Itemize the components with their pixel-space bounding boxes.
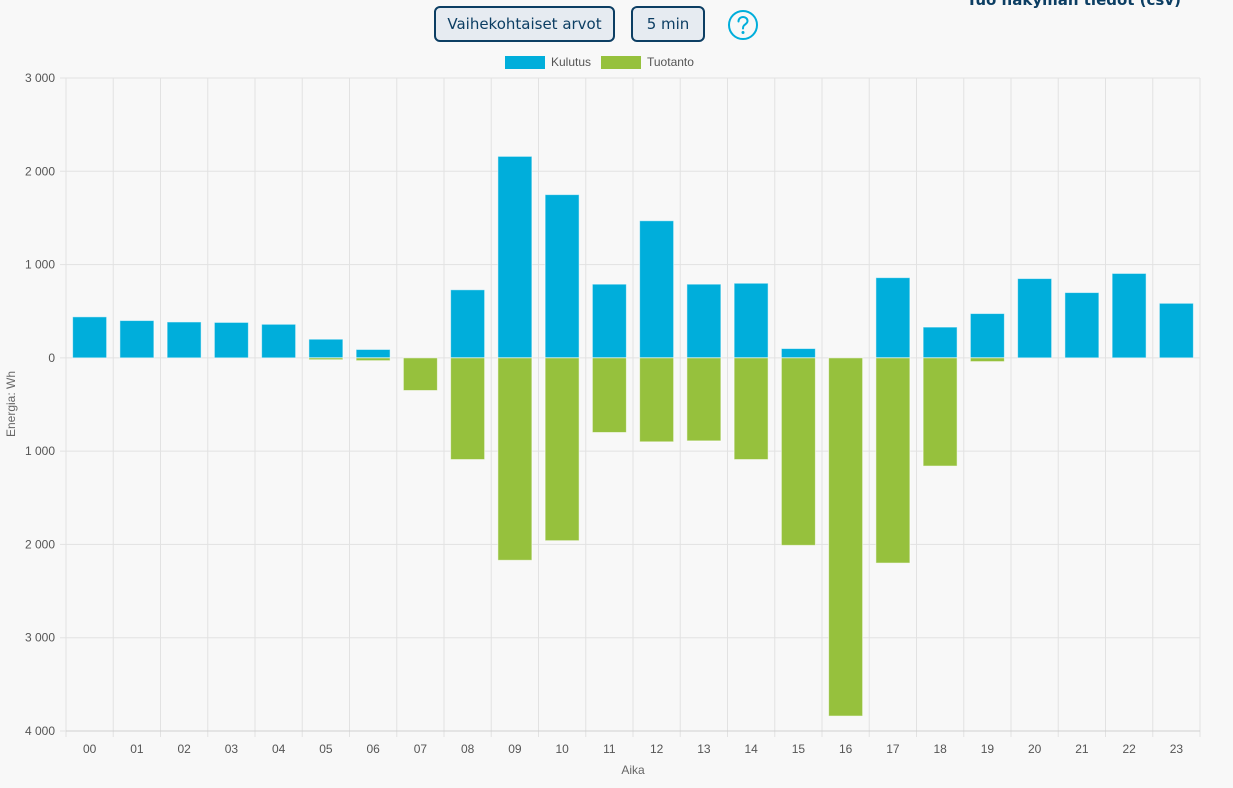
y-tick-label: 3 000 [25,71,55,85]
y-tick-label: 1 000 [25,258,55,272]
bar-tuotanto-07[interactable] [402,357,438,392]
x-tick-label: 13 [697,742,711,756]
x-tick-label: 10 [555,742,569,756]
x-tick-label: 14 [744,742,758,756]
chart-toolbar: Vaihekohtaiset arvot 5 min [0,6,1233,46]
bar-kulutus-03[interactable] [213,321,249,359]
bar-kulutus-12[interactable] [639,220,675,359]
bar-kulutus-09[interactable] [497,155,533,359]
interval-button[interactable]: 5 min [631,6,705,42]
y-tick-label: 2 000 [25,537,55,551]
bar-kulutus-20[interactable] [1017,278,1053,359]
bar-kulutus-05[interactable] [308,338,344,359]
bar-kulutus-21[interactable] [1064,292,1100,359]
bar-tuotanto-08[interactable] [450,357,486,461]
bar-tuotanto-10[interactable] [544,357,580,542]
bar-kulutus-17[interactable] [875,277,911,359]
bar-kulutus-14[interactable] [733,282,769,359]
bar-tuotanto-19[interactable] [969,357,1005,363]
legend-swatch[interactable] [601,56,641,69]
bar-kulutus-10[interactable] [544,194,580,359]
bar-tuotanto-16[interactable] [828,357,864,717]
y-axis-title: Energia: Wh [4,371,18,437]
export-csv-link[interactable]: Tuo näkymän tiedot (csv) [966,0,1181,9]
bar-kulutus-13[interactable] [686,283,722,359]
chart-bars [72,155,1194,717]
x-tick-label: 09 [508,742,522,756]
legend-label[interactable]: Tuotanto [647,55,694,69]
bar-tuotanto-15[interactable] [780,357,816,546]
x-tick-label: 04 [272,742,286,756]
x-tick-label: 21 [1075,742,1089,756]
bar-kulutus-23[interactable] [1158,302,1194,359]
x-tick-label: 01 [130,742,144,756]
bar-kulutus-11[interactable] [591,283,627,359]
y-tick-label: 0 [48,351,55,365]
y-tick-label: 3 000 [25,631,55,645]
x-tick-label: 05 [319,742,333,756]
y-tick-label: 4 000 [25,724,55,738]
x-tick-label: 19 [981,742,995,756]
x-tick-label: 12 [650,742,664,756]
bar-kulutus-15[interactable] [780,348,816,359]
bar-tuotanto-11[interactable] [591,357,627,433]
bar-tuotanto-06[interactable] [355,357,391,362]
x-tick-label: 08 [461,742,475,756]
bar-kulutus-01[interactable] [119,320,155,359]
x-tick-label: 22 [1122,742,1136,756]
x-tick-label: 03 [225,742,239,756]
bar-tuotanto-17[interactable] [875,357,911,564]
x-tick-label: 11 [603,742,616,756]
bar-tuotanto-13[interactable] [686,357,722,442]
bar-tuotanto-18[interactable] [922,357,958,467]
x-tick-label: 02 [177,742,191,756]
y-tick-label: 1 000 [25,444,55,458]
x-tick-label: 20 [1028,742,1042,756]
legend-swatch[interactable] [505,56,545,69]
x-tick-label: 18 [933,742,947,756]
bar-tuotanto-12[interactable] [639,357,675,443]
bar-kulutus-00[interactable] [72,316,108,359]
chart-legend: Kulutus Tuotanto [505,55,694,69]
x-tick-label: 00 [83,742,97,756]
bar-kulutus-18[interactable] [922,326,958,359]
x-axis-title: Aika [621,763,645,777]
x-tick-label: 06 [366,742,380,756]
bar-kulutus-08[interactable] [450,289,486,359]
bar-tuotanto-05[interactable] [308,357,344,361]
bar-tuotanto-14[interactable] [733,357,769,461]
phase-values-button[interactable]: Vaihekohtaiset arvot [434,6,615,42]
bar-kulutus-02[interactable] [166,321,202,359]
bar-kulutus-19[interactable] [969,313,1005,359]
x-tick-label: 07 [414,742,428,756]
x-tick-label: 16 [839,742,853,756]
x-tick-label: 15 [792,742,806,756]
chart-grid [60,77,1201,737]
x-axis-ticks: 00 01 02 03 04 05 06 07 08 09 10 11 12 13 14 15 16 17 18 19… [83,742,1183,756]
y-axis-ticks: 3 000 2 000 1 000 0 1 000 2 000 3 000 4 000 [25,71,55,738]
bar-kulutus-22[interactable] [1111,272,1147,359]
legend-label[interactable]: Kulutus [551,55,591,69]
y-tick-label: 2 000 [25,164,55,178]
help-circle-icon[interactable] [727,9,759,41]
bar-kulutus-04[interactable] [261,323,297,359]
bar-tuotanto-09[interactable] [497,357,533,561]
bar-kulutus-06[interactable] [355,348,391,359]
x-tick-label: 17 [886,742,900,756]
x-tick-label: 23 [1170,742,1184,756]
